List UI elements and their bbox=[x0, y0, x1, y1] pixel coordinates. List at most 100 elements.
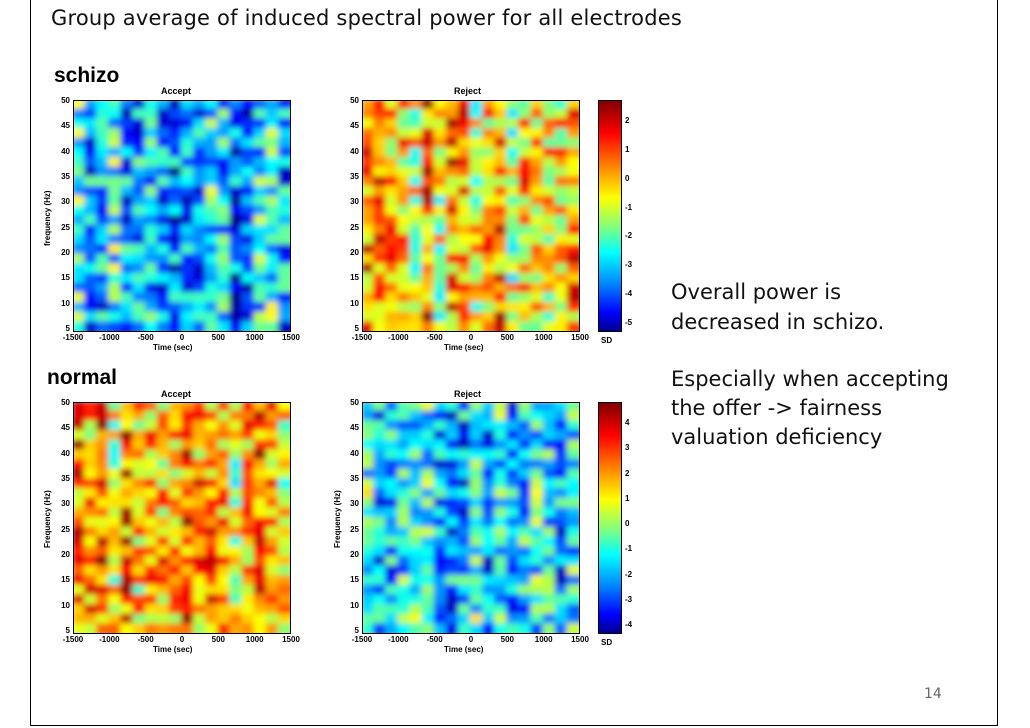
heatmap-cell bbox=[277, 623, 290, 633]
x-tick-label: 0 bbox=[468, 333, 474, 342]
heatmap-cell bbox=[445, 623, 462, 633]
heatmap-cell bbox=[470, 623, 487, 633]
colorbar-tick-label: 0 bbox=[625, 519, 630, 528]
heatmap-cell bbox=[84, 101, 101, 113]
heatmap-cell bbox=[168, 403, 185, 415]
y-tick-label: 30 bbox=[61, 197, 70, 207]
x-tick-label: 1000 bbox=[245, 333, 264, 342]
heatmap-cell bbox=[409, 101, 426, 113]
heatmap-cell bbox=[397, 623, 414, 633]
panel-title-normal-accept: Accept bbox=[161, 389, 192, 399]
x-tick-label: -1000 bbox=[388, 333, 409, 342]
x-tick-label: 1500 bbox=[282, 635, 300, 644]
colorbar-tick-label: 1 bbox=[625, 493, 630, 503]
colorbar-tick-label: 1 bbox=[625, 144, 630, 154]
heatmap-field bbox=[363, 403, 579, 633]
xlabel-normal-accept: Time (sec) bbox=[153, 645, 193, 654]
heatmap-cell bbox=[385, 623, 402, 633]
x-tick-label: -500 bbox=[137, 333, 154, 342]
colorbar-normal bbox=[598, 402, 622, 634]
heatmap-cell bbox=[373, 623, 390, 633]
colorbar-tick-label: 2 bbox=[625, 116, 630, 125]
heatmap-cell bbox=[156, 403, 173, 415]
heatmap-cell bbox=[241, 403, 258, 415]
heatmap-cell bbox=[385, 101, 402, 113]
x-tick-label: 500 bbox=[500, 333, 514, 342]
x-tick-label: 500 bbox=[500, 635, 514, 644]
x-tick-label: 500 bbox=[211, 635, 225, 644]
heatmap-cell bbox=[373, 101, 390, 113]
heatmap-cell bbox=[132, 321, 149, 331]
heatmap-cell bbox=[217, 623, 234, 633]
y-tick-label: 15 bbox=[61, 575, 70, 585]
heatmap-cell bbox=[363, 101, 378, 113]
heatmap-cell bbox=[409, 623, 426, 633]
colorbar-tick-label: -2 bbox=[625, 231, 633, 241]
xlabel-schizo-reject: Time (sec) bbox=[444, 343, 484, 352]
heatmap-cell bbox=[181, 101, 198, 113]
heatmap-cell bbox=[205, 623, 222, 633]
heatmap-cell bbox=[385, 403, 402, 415]
heatmap-cell bbox=[96, 101, 113, 113]
heatmap-cell bbox=[530, 403, 547, 415]
heatmap-cell bbox=[566, 321, 579, 331]
x-tick-label: -1500 bbox=[351, 635, 373, 644]
heatmap-cell bbox=[566, 101, 579, 113]
x-tick-label: 1000 bbox=[245, 635, 264, 644]
colorbar-tick-label: 2 bbox=[625, 468, 630, 478]
heatmap-cell bbox=[421, 321, 438, 331]
colorbar-tick-label: -5 bbox=[625, 318, 633, 327]
heatmap-schizo-accept bbox=[73, 100, 291, 332]
heatmap-cell bbox=[433, 403, 450, 415]
heatmap-cell bbox=[506, 403, 523, 415]
heatmap-cell bbox=[96, 623, 113, 633]
heatmap-cell bbox=[277, 101, 290, 113]
y-tick-label: 5 bbox=[354, 626, 359, 635]
heatmap-cell bbox=[74, 623, 89, 633]
x-tick-label: -1000 bbox=[99, 333, 120, 342]
heatmap-cell bbox=[506, 101, 523, 113]
heatmap-field bbox=[74, 403, 290, 633]
slide-title: Group average of induced spectral power … bbox=[51, 6, 683, 30]
colorbar-tick-label: -4 bbox=[625, 289, 633, 299]
heatmap-cell bbox=[494, 101, 511, 113]
colorbar-tick-label: 3 bbox=[625, 443, 630, 453]
heatmap-cell bbox=[482, 623, 499, 633]
y-tick-label: 35 bbox=[61, 172, 70, 181]
heatmap-cell bbox=[156, 623, 173, 633]
heatmap-cell bbox=[132, 403, 149, 415]
heatmap-schizo-reject bbox=[362, 100, 580, 332]
y-tick-label: 40 bbox=[350, 448, 359, 458]
heatmap-cell bbox=[181, 403, 198, 415]
heatmap-cell bbox=[120, 403, 137, 415]
colorbar-tick-label: -3 bbox=[625, 594, 633, 604]
y-tick-label: 20 bbox=[61, 248, 70, 257]
heatmap-cell bbox=[144, 321, 161, 331]
colorbar-tick-label: -4 bbox=[625, 620, 633, 629]
heatmap-cell bbox=[241, 101, 258, 113]
panel-title-schizo-reject: Reject bbox=[454, 86, 482, 96]
colorbar-unit-schizo: SD bbox=[601, 336, 613, 345]
heatmap-cell bbox=[409, 403, 426, 415]
heatmap-cell bbox=[363, 403, 378, 415]
heatmap-cell bbox=[168, 101, 185, 113]
x-tick-label: -500 bbox=[426, 333, 443, 342]
heatmap-cell bbox=[265, 623, 282, 633]
xlabel-schizo-accept: Time (sec) bbox=[153, 343, 193, 352]
x-tick-label: -1500 bbox=[62, 635, 84, 644]
heatmap-cell bbox=[193, 101, 210, 113]
x-tick-label: 0 bbox=[179, 333, 185, 342]
heatmap-cell bbox=[74, 321, 89, 331]
heatmap-cell bbox=[217, 403, 234, 415]
heatmap-cell bbox=[542, 101, 559, 113]
heatmap-cell bbox=[193, 623, 210, 633]
heatmap-cell bbox=[265, 101, 282, 113]
y-tick-label: 50 bbox=[350, 398, 359, 407]
heatmap-cell bbox=[205, 101, 222, 113]
y-tick-label: 5 bbox=[65, 324, 70, 333]
heatmap-cell bbox=[566, 623, 579, 633]
heatmap-cell bbox=[445, 321, 462, 331]
heatmap-cell bbox=[530, 101, 547, 113]
heatmap-cell bbox=[530, 623, 547, 633]
heatmap-cell bbox=[518, 403, 535, 415]
